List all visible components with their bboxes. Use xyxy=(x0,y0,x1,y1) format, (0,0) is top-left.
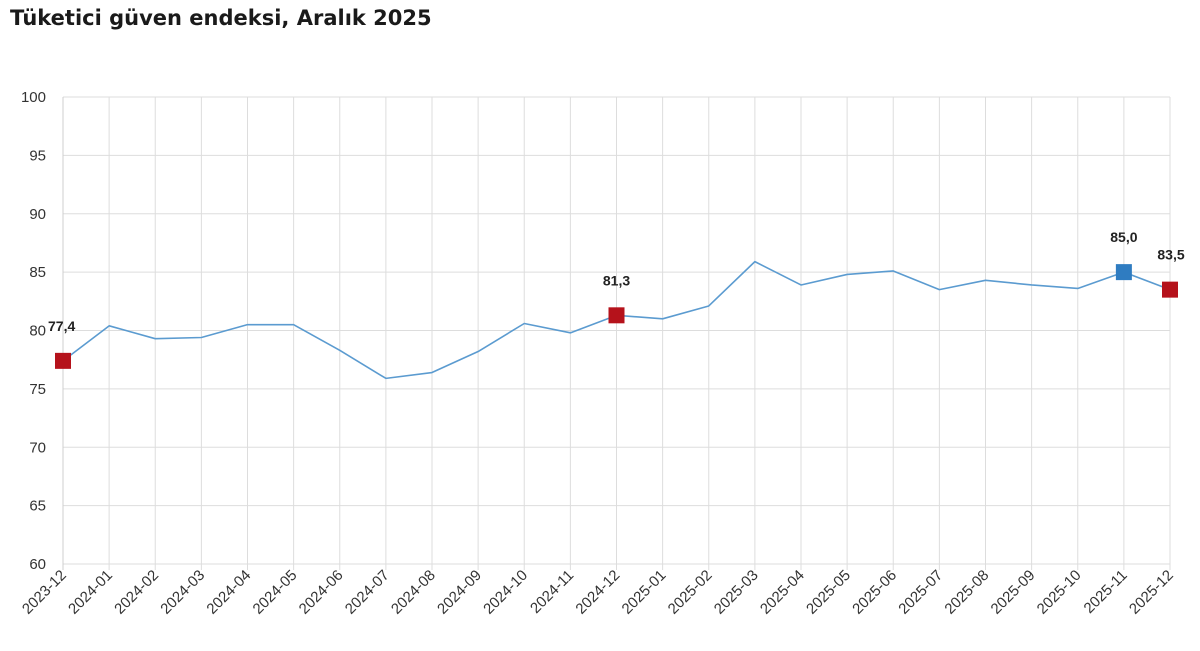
x-tick-label: 2024-01 xyxy=(65,567,116,618)
x-tick-label: 2025-07 xyxy=(895,567,946,618)
x-tick-label: 2024-04 xyxy=(203,567,254,618)
x-tick-label: 2024-08 xyxy=(388,567,439,618)
y-tick-label: 85 xyxy=(29,264,46,281)
highlight-marker xyxy=(1115,264,1132,281)
x-tick-label: 2024-09 xyxy=(434,567,485,618)
data-label: 77,4 xyxy=(48,318,75,334)
y-tick-label: 60 xyxy=(29,556,46,573)
y-tick-label: 65 xyxy=(29,498,46,515)
x-tick-label: 2025-02 xyxy=(665,567,716,618)
x-tick-label: 2025-06 xyxy=(849,567,900,618)
x-tick-label: 2024-10 xyxy=(480,567,531,618)
x-tick-label: 2025-05 xyxy=(803,567,854,618)
x-tick-label: 2025-03 xyxy=(711,567,762,618)
y-tick-label: 95 xyxy=(29,147,46,164)
chart-title: Tüketici güven endeksi, Aralık 2025 xyxy=(10,6,432,30)
x-tick-label: 2024-12 xyxy=(572,567,623,618)
y-tick-label: 75 xyxy=(29,381,46,398)
y-tick-label: 90 xyxy=(29,206,46,223)
x-tick-label: 2024-11 xyxy=(527,567,577,617)
x-tick-label: 2025-08 xyxy=(941,567,992,618)
grid-layer xyxy=(62,96,1171,570)
x-tick-label: 2023-12 xyxy=(19,567,70,618)
data-label: 85,0 xyxy=(1110,229,1137,245)
x-tick-label: 2024-02 xyxy=(111,567,162,618)
x-tick-label: 2025-12 xyxy=(1126,567,1177,618)
marker-layer: 77,4 81,3 85,0 83,5 xyxy=(48,229,1185,369)
x-tick-label: 2025-10 xyxy=(1034,567,1085,618)
y-tick-label: 100 xyxy=(21,89,46,106)
x-tick-label: 2024-03 xyxy=(157,567,208,618)
x-tick-label: 2025-01 xyxy=(618,567,669,618)
data-label: 83,5 xyxy=(1157,247,1184,263)
highlight-marker xyxy=(55,352,71,369)
x-tick-label: 2025-04 xyxy=(757,567,808,618)
x-tick-label: 2024-07 xyxy=(342,567,393,618)
x-tick-label: 2024-06 xyxy=(296,567,347,618)
x-tick-label: 2024-05 xyxy=(249,567,300,618)
highlight-marker xyxy=(608,307,625,324)
x-tick-label: 2025-11 xyxy=(1081,567,1131,617)
x-tick-label: 2025-09 xyxy=(987,567,1038,618)
y-tick-label: 70 xyxy=(29,439,46,456)
highlight-marker xyxy=(1162,281,1178,298)
y-tick-label: 80 xyxy=(29,323,46,340)
data-label: 81,3 xyxy=(603,272,630,288)
axis-layer: 60 65 70 75 80 85 90 95 100 2023-122024-012024-02… xyxy=(19,89,1177,618)
